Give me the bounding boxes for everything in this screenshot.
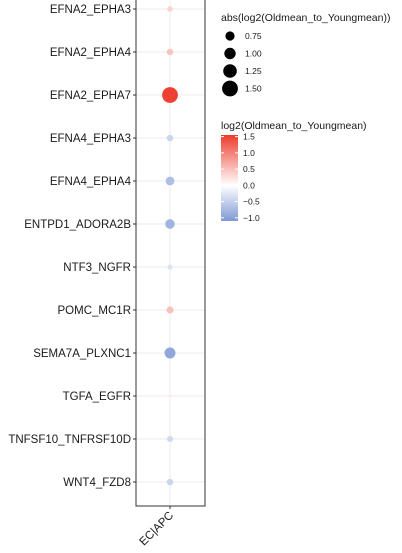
color-bar [221,135,238,221]
dot-point [168,394,172,398]
y-tick-label: EFNA2_EPHA3 [50,4,131,16]
color-legend-label: 0.0 [243,180,255,190]
size-legend-key [222,80,238,97]
color-legend-label: 1.0 [243,148,255,158]
color-legend-label: −1.0 [243,213,260,223]
dot-point [167,264,173,270]
dot-point [164,347,176,359]
color-legend-title: log2(Oldmean_to_Youngmean) [221,120,367,132]
dot-point [166,48,174,56]
dot-point [162,87,178,103]
dot-point [166,478,174,486]
y-axis-labels: EFNA2_EPHA3 EFNA2_EPHA4 EFNA2_EPHA7 EFNA4_E… [8,4,136,489]
size-legend-key [225,31,235,41]
y-tick-label: POMC_MC1R [58,305,131,317]
x-tick-label: EC|APC [138,510,177,549]
size-legend-key [224,47,236,60]
y-tick-label: TGFA_EGFR [63,391,131,403]
dot-point [165,176,175,186]
color-legend-label: 0.5 [243,164,255,174]
size-legend-label: 1.00 [245,49,262,59]
y-tick-label: EFNA2_EPHA7 [50,90,131,102]
x-axis-labels: EC|APC [138,506,177,549]
y-tick-label: NTF3_NGFR [63,262,131,274]
y-tick-label: EFNA4_EPHA3 [50,133,131,145]
dot-point [165,219,175,229]
size-legend-label: 1.25 [245,66,262,76]
color-legend: log2(Oldmean_to_Youngmean) 1.5 1.0 0.5 0.0 −… [221,120,367,223]
size-legend-key [223,64,237,78]
y-tick-label: EFNA4_EPHA4 [50,176,132,188]
size-legend-label: 0.75 [245,31,262,41]
size-legend-label: 1.50 [245,84,262,94]
dot-point [166,306,174,314]
color-legend-label: −0.5 [243,197,260,207]
y-tick-label: TNFSF10_TNFRSF10D [8,434,131,446]
color-legend-label: 1.5 [243,132,255,142]
y-tick-label: SEMA7A_PLXNC1 [33,348,131,360]
dot-point [166,435,174,443]
size-legend: abs(log2(Oldmean_to_Youngmean)) 0.75 1.00… [221,12,390,97]
dot-point [167,6,173,12]
size-legend-title: abs(log2(Oldmean_to_Youngmean)) [221,12,390,24]
plot-panel [135,0,206,507]
dot-point [166,134,174,142]
y-tick-label: WNT4_FZD8 [63,477,131,489]
y-tick-label: ENTPD1_ADORA2B [24,219,131,231]
y-tick-label: EFNA2_EPHA4 [50,47,132,59]
